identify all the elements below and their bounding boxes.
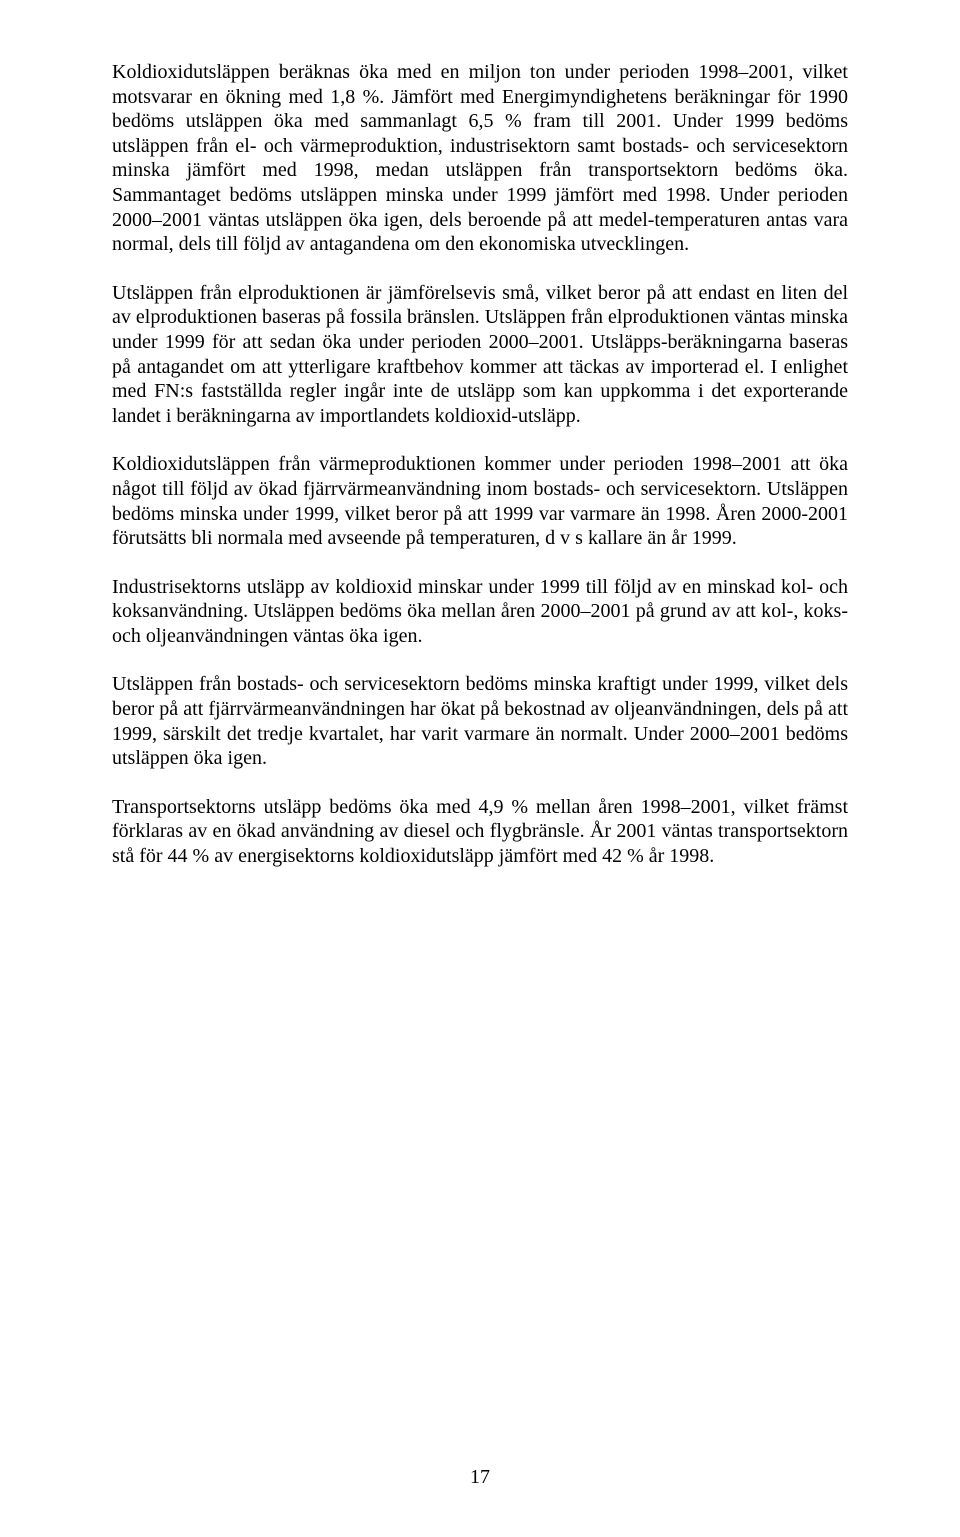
paragraph-3: Koldioxidutsläppen från värmeproduktione… — [112, 452, 848, 550]
paragraph-6: Transportsektorns utsläpp bedöms öka med… — [112, 795, 848, 869]
paragraph-2: Utsläppen från elproduktionen är jämföre… — [112, 281, 848, 429]
paragraph-4: Industrisektorns utsläpp av koldioxid mi… — [112, 575, 848, 649]
document-page: Koldioxidutsläppen beräknas öka med en m… — [0, 0, 960, 1537]
paragraph-5: Utsläppen från bostads- och servicesekto… — [112, 672, 848, 770]
paragraph-1: Koldioxidutsläppen beräknas öka med en m… — [112, 60, 848, 257]
page-number: 17 — [0, 1466, 960, 1489]
